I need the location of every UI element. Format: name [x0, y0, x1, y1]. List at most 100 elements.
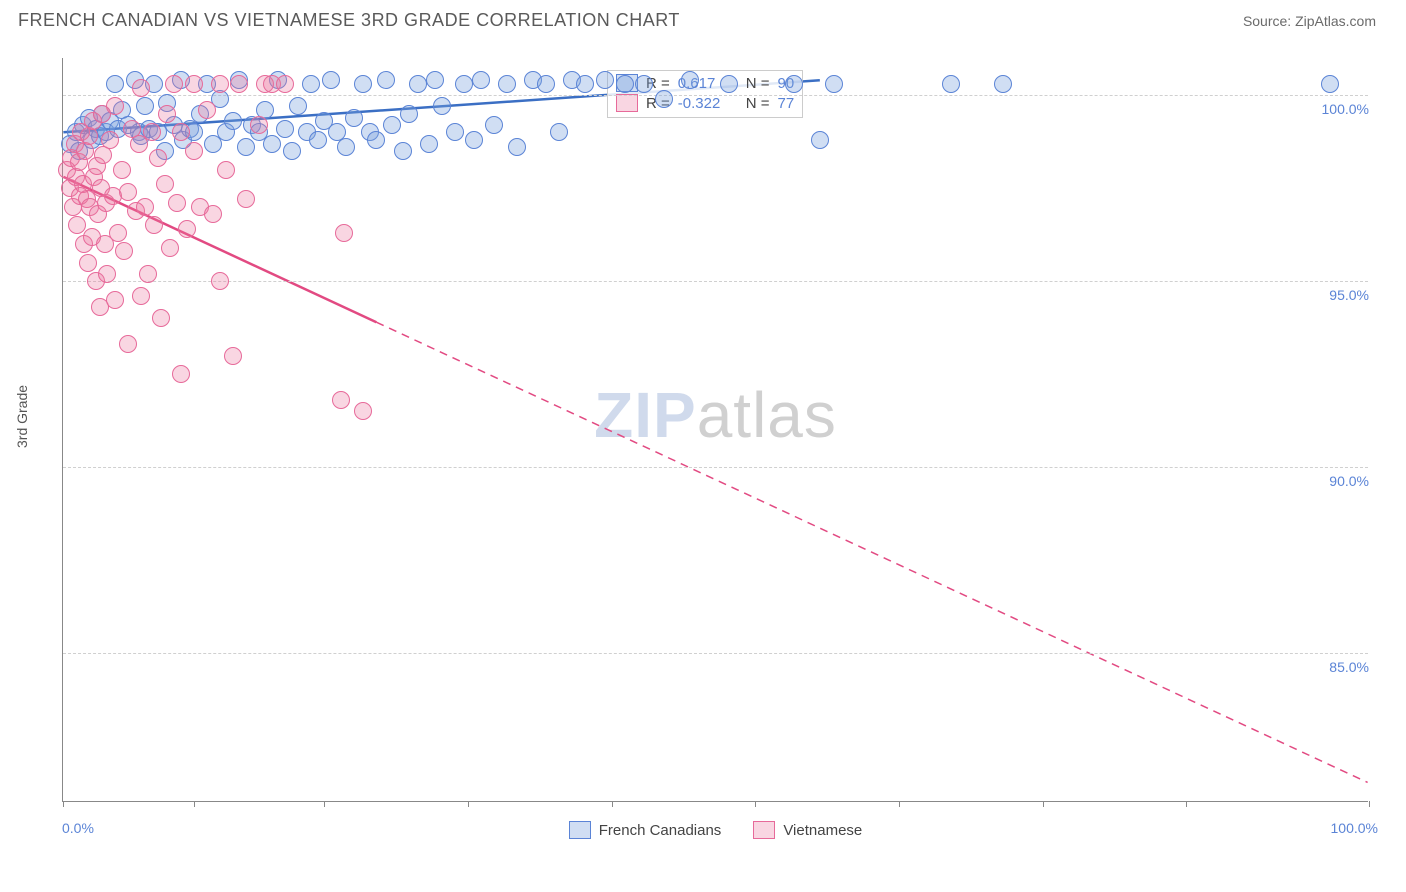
scatter-point-pink	[145, 216, 163, 234]
scatter-point-pink	[79, 254, 97, 272]
scatter-point-pink	[178, 220, 196, 238]
scatter-point-blue	[400, 105, 418, 123]
x-tick	[468, 801, 469, 807]
scatter-point-blue	[136, 97, 154, 115]
scatter-point-pink	[276, 75, 294, 93]
scatter-point-pink	[185, 75, 203, 93]
scatter-point-pink	[139, 265, 157, 283]
scatter-point-blue	[508, 138, 526, 156]
scatter-point-blue	[485, 116, 503, 134]
scatter-point-blue	[354, 75, 372, 93]
stats-swatch	[616, 94, 638, 112]
scatter-point-blue	[263, 135, 281, 153]
x-tick	[1043, 801, 1044, 807]
scatter-point-pink	[109, 224, 127, 242]
scatter-point-blue	[616, 75, 634, 93]
scatter-point-blue	[550, 123, 568, 141]
scatter-point-pink	[217, 161, 235, 179]
scatter-point-blue	[994, 75, 1012, 93]
x-tick	[63, 801, 64, 807]
scatter-point-blue	[720, 75, 738, 93]
scatter-point-pink	[198, 101, 216, 119]
scatter-point-blue	[283, 142, 301, 160]
scatter-point-pink	[113, 161, 131, 179]
scatter-point-pink	[335, 224, 353, 242]
bottom-legend: French Canadians Vietnamese	[63, 821, 1368, 839]
scatter-point-blue	[383, 116, 401, 134]
scatter-point-pink	[185, 142, 203, 160]
scatter-point-pink	[119, 183, 137, 201]
scatter-point-pink	[211, 272, 229, 290]
legend-item-vietnamese: Vietnamese	[753, 821, 862, 839]
scatter-point-blue	[655, 90, 673, 108]
scatter-point-blue	[345, 109, 363, 127]
scatter-point-pink	[115, 242, 133, 260]
scatter-point-blue	[1321, 75, 1339, 93]
stats-n-value: 77	[778, 95, 795, 112]
scatter-point-pink	[165, 75, 183, 93]
scatter-point-blue	[465, 131, 483, 149]
scatter-point-pink	[230, 75, 248, 93]
scatter-point-blue	[377, 71, 395, 89]
x-axis-label-right: 100.0%	[1331, 820, 1378, 836]
scatter-point-blue	[681, 71, 699, 89]
scatter-point-blue	[811, 131, 829, 149]
trend-line-dashed	[376, 322, 1367, 782]
scatter-point-blue	[426, 71, 444, 89]
source-attribution: Source: ZipAtlas.com	[1243, 13, 1376, 29]
legend-label-0: French Canadians	[599, 822, 722, 839]
scatter-point-blue	[596, 71, 614, 89]
scatter-point-blue	[635, 75, 653, 93]
stats-n-label: N =	[746, 95, 770, 112]
gridline	[63, 95, 1368, 96]
scatter-point-pink	[98, 265, 116, 283]
scatter-point-pink	[204, 205, 222, 223]
scatter-point-blue	[498, 75, 516, 93]
scatter-point-pink	[211, 75, 229, 93]
x-tick	[755, 801, 756, 807]
scatter-point-blue	[785, 75, 803, 93]
legend-swatch-pink	[753, 821, 775, 839]
scatter-point-blue	[394, 142, 412, 160]
scatter-point-blue	[576, 75, 594, 93]
scatter-point-pink	[119, 335, 137, 353]
scatter-point-blue	[322, 71, 340, 89]
scatter-point-pink	[143, 123, 161, 141]
scatter-point-blue	[409, 75, 427, 93]
scatter-point-pink	[106, 97, 124, 115]
y-tick-label: 85.0%	[1299, 659, 1369, 675]
scatter-point-pink	[136, 198, 154, 216]
scatter-point-blue	[289, 97, 307, 115]
scatter-point-pink	[132, 79, 150, 97]
scatter-point-pink	[168, 194, 186, 212]
x-tick	[194, 801, 195, 807]
scatter-point-blue	[537, 75, 555, 93]
scatter-point-pink	[172, 123, 190, 141]
scatter-point-pink	[149, 149, 167, 167]
stats-n-label: N =	[746, 75, 770, 92]
scatter-point-blue	[825, 75, 843, 93]
scatter-point-blue	[942, 75, 960, 93]
gridline	[63, 467, 1368, 468]
stats-r-value: -0.322	[678, 95, 738, 112]
y-axis-title: 3rd Grade	[14, 385, 30, 448]
scatter-point-blue	[472, 71, 490, 89]
scatter-point-pink	[224, 347, 242, 365]
x-axis-label-left: 0.0%	[62, 820, 94, 836]
gridline	[63, 281, 1368, 282]
scatter-point-blue	[337, 138, 355, 156]
scatter-point-pink	[332, 391, 350, 409]
x-tick	[1369, 801, 1370, 807]
y-tick-label: 90.0%	[1299, 473, 1369, 489]
x-tick	[899, 801, 900, 807]
legend-item-french-canadians: French Canadians	[569, 821, 722, 839]
scatter-point-pink	[161, 239, 179, 257]
scatter-point-blue	[276, 120, 294, 138]
trend-lines-layer	[63, 58, 1368, 801]
scatter-point-blue	[224, 112, 242, 130]
scatter-point-blue	[420, 135, 438, 153]
y-tick-label: 95.0%	[1299, 287, 1369, 303]
chart-title: FRENCH CANADIAN VS VIETNAMESE 3RD GRADE …	[18, 10, 680, 31]
scatter-point-pink	[106, 291, 124, 309]
scatter-point-blue	[309, 131, 327, 149]
